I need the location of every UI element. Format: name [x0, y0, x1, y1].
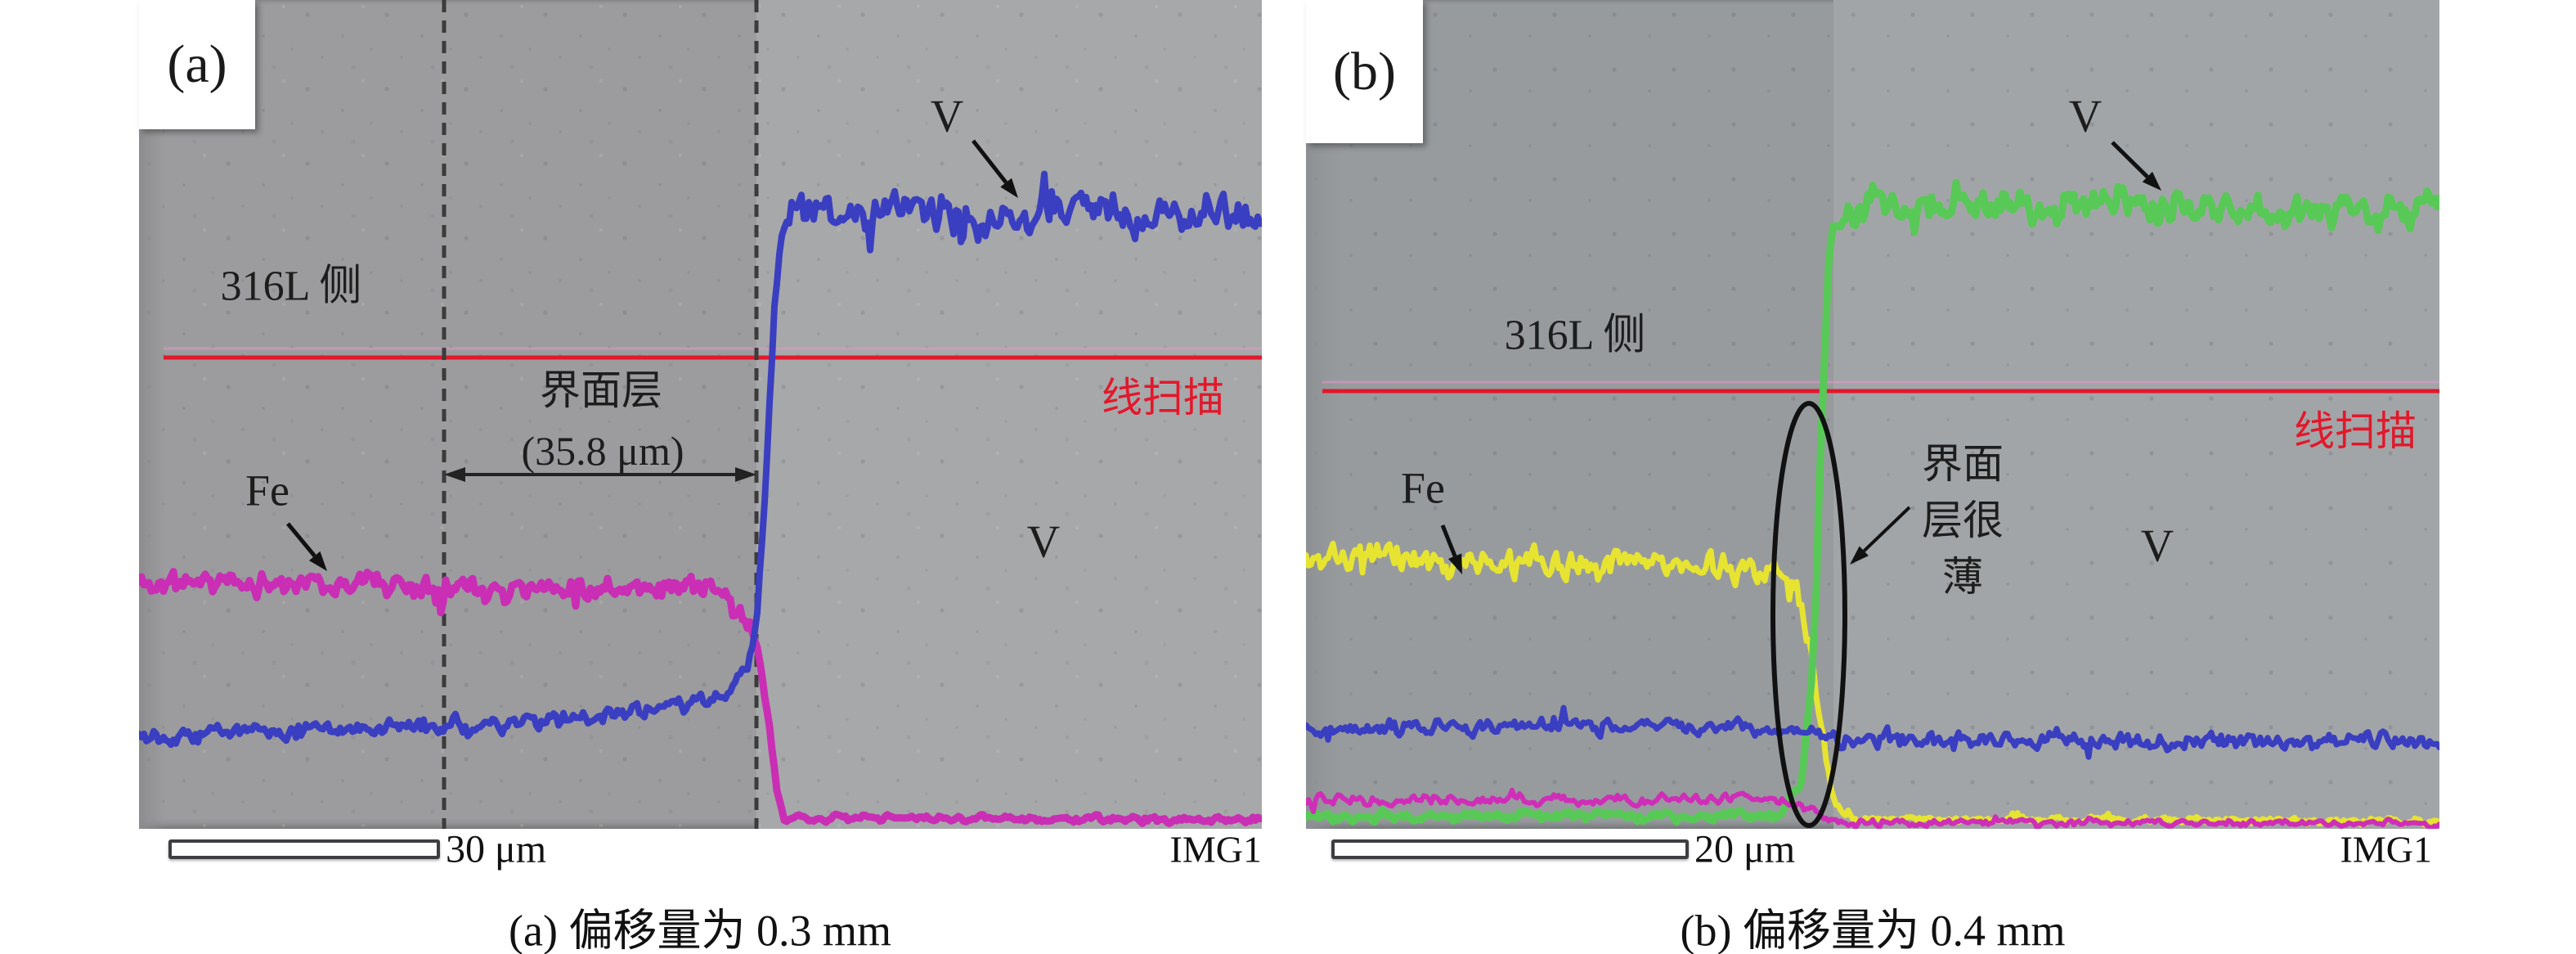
interface-layer-label: 界面层 [540, 367, 662, 413]
region-label-v-b: V [2140, 520, 2174, 572]
thin-interface-note-line-3: 薄 [1942, 553, 1983, 600]
curve-unlabeled--magenta--b [1306, 787, 2439, 829]
curve-label-fe-b: Fe [1401, 463, 1445, 513]
linescan-overlay-b [1306, 141, 2439, 829]
scan-line-label-a: 线扫描 [1102, 374, 1224, 421]
thin-layer-pointer-arrow-b [1862, 506, 1911, 552]
v-pointer-arrow-b [2111, 141, 2149, 178]
interface-width-label: (35.8 μm) [521, 427, 684, 474]
fe-pointer-arrow-a-head [308, 551, 327, 571]
sem-micrograph-a: (a) [139, 0, 1262, 829]
thin-interface-note-line-2: 层很 [1922, 497, 2004, 543]
scale-bar-a [168, 839, 440, 859]
dim-arrowhead-right [735, 467, 756, 482]
v-side-region-b [1833, 0, 2439, 829]
v-pointer-arrow-a [972, 139, 1008, 184]
thin-interface-ellipse [1770, 401, 1847, 828]
curve-label-v-top-b: V [2068, 91, 2103, 142]
thin-interface-note-line-1: 界面 [1922, 440, 2004, 487]
region-label-316l-b: 316L 侧 [1504, 312, 1646, 359]
curve-fe-b [1306, 540, 2439, 828]
curve-label-v-top-a: V [930, 91, 964, 142]
dim-arrowhead-left [444, 467, 465, 482]
sem-left-edge-a [139, 0, 165, 829]
fe-pointer-arrow-b-head [1447, 553, 1462, 574]
curve-v-a [139, 170, 1262, 749]
image-id-label-b: IMG1 [2340, 828, 2432, 871]
v-side-region-a [756, 0, 1262, 829]
fe-pointer-arrow-a [286, 522, 316, 558]
scale-bar-b [1331, 839, 1689, 859]
scan-line-label-b: 线扫描 [2294, 407, 2417, 454]
fe-pointer-arrow-b [1440, 524, 1457, 557]
panel-letter-a: (a) [167, 34, 227, 94]
thin-layer-pointer-arrow-b-head [1850, 546, 1869, 565]
sem-texture-b [1306, 0, 2439, 829]
image-id-label-a: IMG1 [1169, 828, 1262, 871]
sem-micrograph-b: (b) [1306, 0, 2439, 829]
panel-letter-badge-b: (b) [1306, 0, 1423, 143]
scale-bar-label-b: 20 μm [1694, 827, 1796, 871]
curve-v-b [1306, 178, 2439, 826]
curve-unlabeled--blue--b [1306, 704, 2439, 760]
panel-letter-badge-a: (a) [139, 0, 255, 129]
curve-fe-a [139, 568, 1262, 827]
panel-letter-b: (b) [1333, 41, 1396, 101]
scale-bar-label-a: 30 μm [446, 827, 547, 871]
linescan-overlay-a [139, 0, 1262, 829]
curve-label-fe-a: Fe [245, 466, 289, 515]
caption-b: (b) 偏移量为 0.4 mm [1680, 906, 2066, 954]
caption-a: (a) 偏移量为 0.3 mm [509, 906, 891, 954]
region-label-v-a: V [1026, 516, 1061, 568]
v-pointer-arrow-a-head [1000, 178, 1018, 198]
v-pointer-arrow-b-head [2142, 171, 2161, 191]
region-label-316l-a: 316L 侧 [220, 263, 362, 310]
